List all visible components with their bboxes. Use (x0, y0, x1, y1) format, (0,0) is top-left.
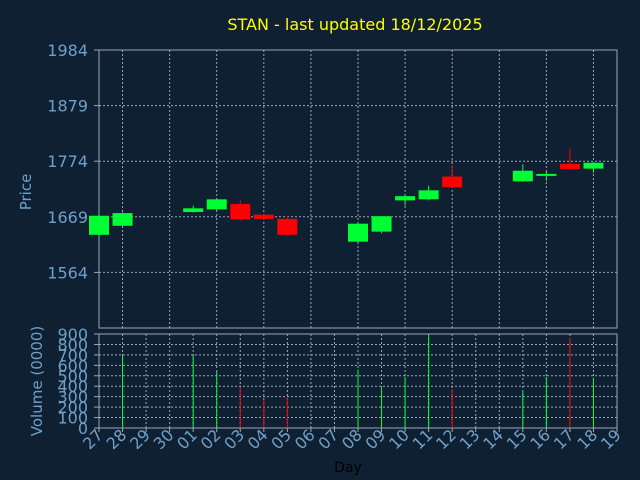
candle-body (277, 218, 298, 235)
candle-body (442, 176, 463, 188)
candle-body (395, 196, 416, 201)
candle-body (418, 190, 439, 200)
candle-body (206, 199, 227, 210)
volume-tick-label: 600 (57, 356, 88, 375)
x-axis-ticks: 2728293001020304050607080910111213141516… (79, 425, 625, 453)
candle-body (253, 214, 274, 219)
price-tick-label: 1774 (47, 152, 88, 171)
volume-axis-label: Volume (0000) (28, 326, 46, 436)
volume-tick-label: 800 (57, 335, 88, 354)
x-axis-label: Day (334, 460, 362, 476)
candle-body (230, 204, 251, 220)
candle-body (89, 215, 109, 235)
candle-body (183, 208, 204, 213)
volume-tick-label: 0 (78, 419, 88, 438)
price-tick-label: 1564 (47, 263, 88, 282)
volume-tick-label: 400 (57, 377, 88, 396)
price-tick-label: 1984 (47, 41, 88, 60)
volume-tick-label: 200 (57, 398, 88, 417)
chart-title: STAN - last updated 18/12/2025 (227, 15, 482, 34)
candle-body (559, 163, 580, 170)
price-tick-label: 1879 (47, 97, 88, 116)
price-axis-label: Price (17, 174, 35, 211)
candle-body (583, 162, 604, 169)
volume-tick-label: 900 (57, 325, 88, 344)
volume-tick-label: 100 (57, 409, 88, 428)
price-tick-label: 1669 (47, 208, 88, 227)
candle-body (371, 216, 392, 232)
volume-tick-label: 300 (57, 388, 88, 407)
candle-body (112, 213, 133, 226)
candle-body (512, 170, 533, 182)
price-panel: 1564 1669 1774 1879 1984 (47, 41, 618, 329)
volume-tick-label: 700 (57, 346, 88, 365)
candle-body (536, 173, 557, 176)
volume-tick-label: 500 (57, 367, 88, 386)
candle-body (348, 223, 368, 242)
